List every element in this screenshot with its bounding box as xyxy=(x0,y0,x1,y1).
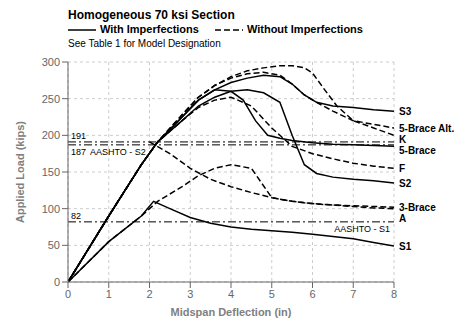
svg-text:0: 0 xyxy=(54,276,60,288)
svg-text:S1: S1 xyxy=(399,241,412,252)
svg-text:S2: S2 xyxy=(399,178,412,189)
svg-text:4: 4 xyxy=(228,288,234,300)
svg-text:0: 0 xyxy=(65,288,71,300)
svg-text:Midspan Deflection (in): Midspan Deflection (in) xyxy=(171,306,292,318)
svg-text:A: A xyxy=(399,213,406,224)
svg-text:K: K xyxy=(399,134,407,145)
svg-text:250: 250 xyxy=(42,93,60,105)
svg-text:187: 187 xyxy=(71,147,86,157)
svg-text:F: F xyxy=(399,163,405,174)
svg-text:150: 150 xyxy=(42,166,60,178)
svg-text:300: 300 xyxy=(42,56,60,68)
svg-text:191: 191 xyxy=(71,131,86,141)
html-text:See Table 1 for Model Designat: See Table 1 for Model Designation xyxy=(68,38,221,49)
svg-text:AASHTO - S2: AASHTO - S2 xyxy=(90,147,146,157)
svg-text:3-Brace: 3-Brace xyxy=(399,202,436,213)
html-text:Without Imperfections: Without Imperfections xyxy=(246,23,363,35)
svg-text:6: 6 xyxy=(309,288,315,300)
svg-text:50: 50 xyxy=(48,239,60,251)
svg-text:100: 100 xyxy=(42,203,60,215)
svg-text:2: 2 xyxy=(146,288,152,300)
html-text:With Imperfections: With Imperfections xyxy=(100,23,199,35)
svg-text:82: 82 xyxy=(71,211,81,221)
svg-text:Applied Load (kips): Applied Load (kips) xyxy=(14,121,26,223)
svg-text:8: 8 xyxy=(391,288,397,300)
svg-text:AASHTO - S1: AASHTO - S1 xyxy=(334,224,390,234)
svg-text:S3: S3 xyxy=(399,106,412,117)
svg-text:200: 200 xyxy=(42,129,60,141)
svg-text:7: 7 xyxy=(350,288,356,300)
svg-text:5: 5 xyxy=(269,288,275,300)
html-text:Homogeneous 70 ksi Section: Homogeneous 70 ksi Section xyxy=(68,8,235,22)
svg-text:1: 1 xyxy=(106,288,112,300)
svg-text:5-Brace Alt.: 5-Brace Alt. xyxy=(399,123,454,134)
svg-text:3: 3 xyxy=(187,288,193,300)
svg-text:5-Brace: 5-Brace xyxy=(399,145,436,156)
